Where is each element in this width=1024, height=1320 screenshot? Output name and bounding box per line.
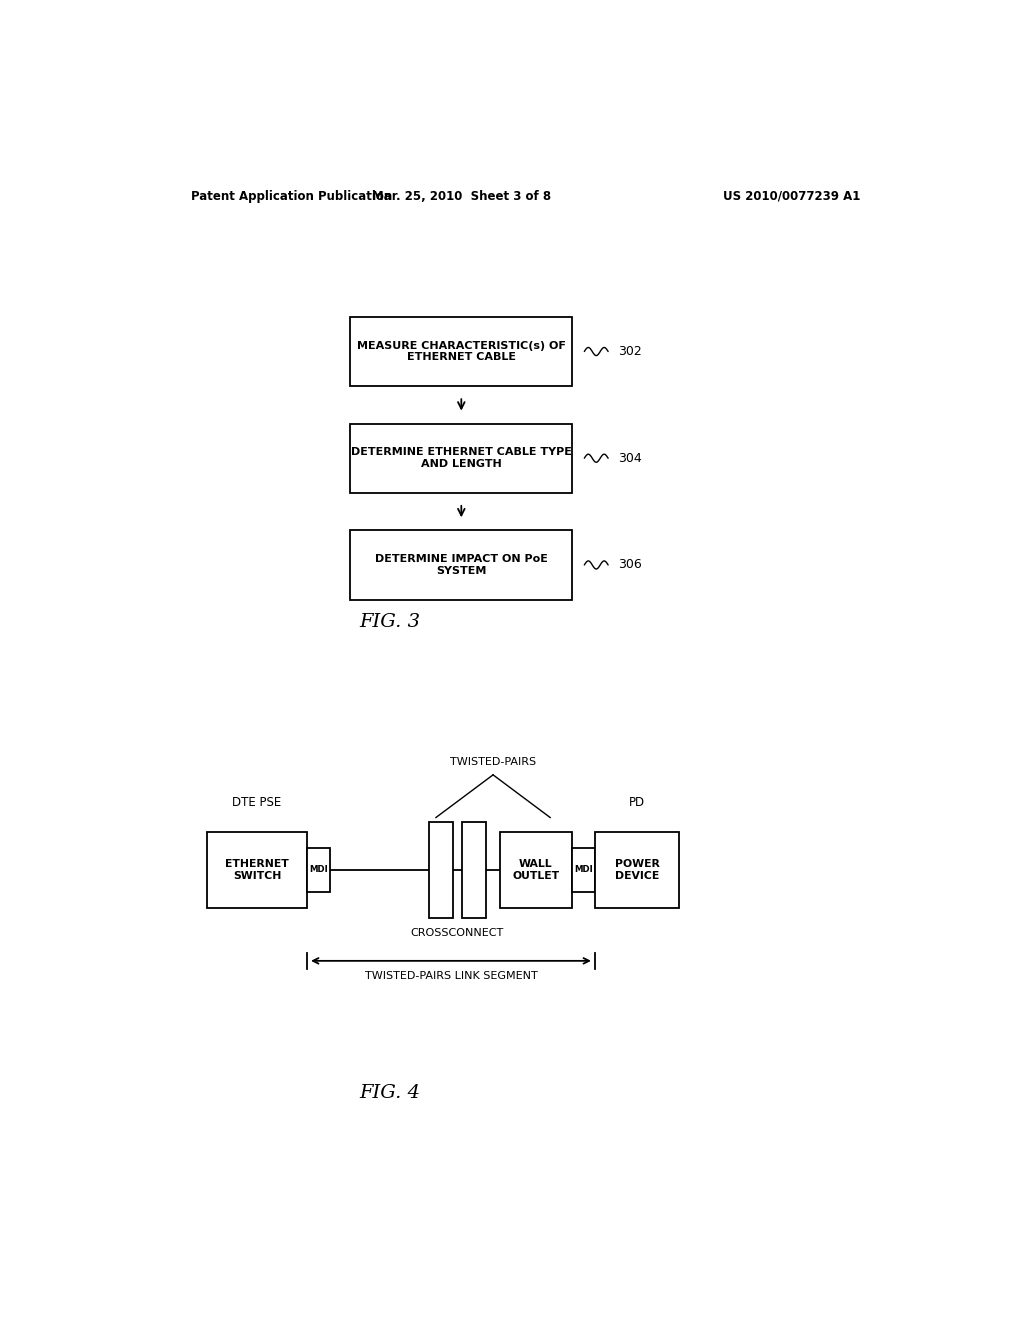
Bar (350, 531, 572, 599)
Text: FIG. 3: FIG. 3 (359, 612, 421, 631)
Text: MEASURE CHARACTERISTIC(s) OF
ETHERNET CABLE: MEASURE CHARACTERISTIC(s) OF ETHERNET CA… (357, 341, 565, 362)
Text: MDI: MDI (574, 866, 593, 874)
Text: TWISTED-PAIRS: TWISTED-PAIRS (450, 756, 537, 767)
Text: DETERMINE IMPACT ON PoE
SYSTEM: DETERMINE IMPACT ON PoE SYSTEM (375, 554, 548, 576)
Text: DETERMINE ETHERNET CABLE TYPE
AND LENGTH: DETERMINE ETHERNET CABLE TYPE AND LENGTH (351, 447, 571, 469)
Text: DTE PSE: DTE PSE (232, 796, 282, 809)
Text: 304: 304 (617, 451, 641, 465)
Text: US 2010/0077239 A1: US 2010/0077239 A1 (723, 190, 860, 203)
Text: WALL
OUTLET: WALL OUTLET (512, 859, 559, 880)
Text: 302: 302 (617, 345, 641, 358)
Text: CROSSCONNECT: CROSSCONNECT (411, 928, 504, 939)
Text: POWER
DEVICE: POWER DEVICE (614, 859, 659, 880)
Bar (595, 832, 679, 908)
Bar (350, 317, 572, 385)
Bar (571, 847, 595, 892)
Bar (429, 821, 453, 919)
Text: 306: 306 (617, 558, 641, 572)
Text: Patent Application Publication: Patent Application Publication (191, 190, 393, 203)
Bar (462, 821, 486, 919)
Text: TWISTED-PAIRS LINK SEGMENT: TWISTED-PAIRS LINK SEGMENT (365, 972, 538, 981)
Text: FIG. 4: FIG. 4 (359, 1084, 421, 1102)
Text: ETHERNET
SWITCH: ETHERNET SWITCH (225, 859, 289, 880)
Bar (350, 424, 572, 492)
Bar (207, 832, 306, 908)
Text: MDI: MDI (309, 866, 328, 874)
Text: Mar. 25, 2010  Sheet 3 of 8: Mar. 25, 2010 Sheet 3 of 8 (372, 190, 551, 203)
Bar (500, 832, 571, 908)
Text: PD: PD (629, 796, 645, 809)
Bar (306, 847, 331, 892)
